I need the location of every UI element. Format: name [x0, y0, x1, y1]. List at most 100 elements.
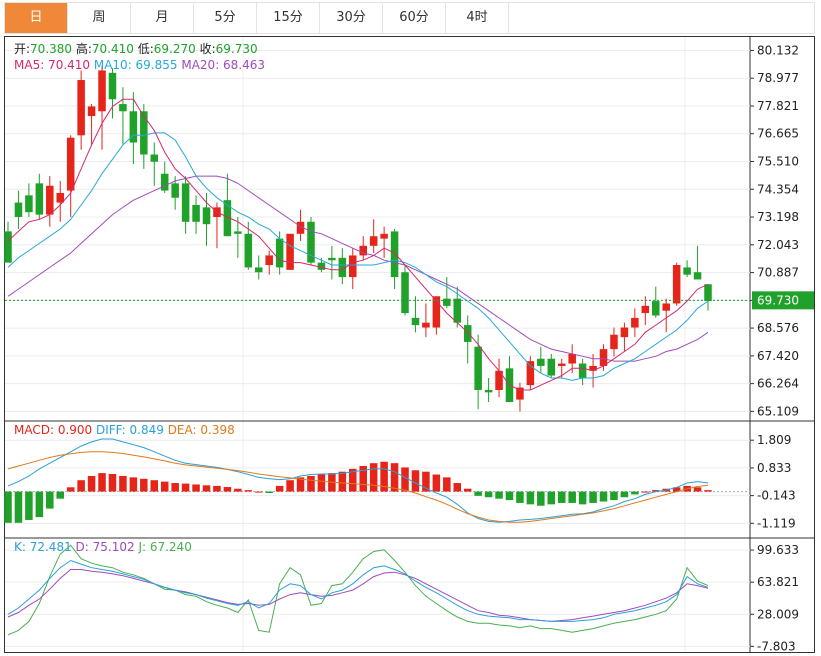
candle-body: [672, 265, 681, 304]
tab-3[interactable]: 5分: [194, 3, 257, 33]
macd-bar: [474, 491, 482, 496]
macd-bar: [150, 480, 159, 492]
candle-body: [202, 207, 211, 225]
macd-bar: [693, 487, 702, 492]
candle-body: [181, 183, 190, 222]
candle-body: [411, 317, 420, 326]
macd-bar: [202, 485, 211, 492]
ohlc-info: 开:70.380 高:70.410 低:69.270 收:69.730: [14, 41, 258, 56]
y-tick-label: 76.665: [757, 127, 799, 141]
macd-bar: [119, 475, 127, 492]
candle-body: [234, 231, 242, 234]
candle-body: [129, 111, 138, 143]
candle-body: [307, 221, 315, 263]
candle-body: [328, 257, 336, 261]
macd-bar: [66, 487, 75, 492]
macd-bar: [672, 487, 681, 492]
candle-body: [443, 298, 451, 306]
y-tick-label: 0.833: [757, 461, 791, 475]
candle-body: [683, 267, 691, 275]
candle-body: [578, 363, 587, 378]
y-tick-label: 63.821: [757, 575, 799, 589]
period-tabs: 日周月 5分 15分 30分 60分 4时: [4, 2, 815, 34]
tab-1[interactable]: 周: [68, 3, 131, 33]
y-tick-label: 73.198: [757, 210, 799, 224]
macd-bar: [213, 485, 221, 492]
candle-body: [631, 317, 639, 328]
tab-2[interactable]: 月: [131, 3, 194, 33]
ma20-line: [7, 175, 709, 362]
macd-bar: [547, 491, 556, 505]
candle-body: [599, 349, 608, 366]
candle-body: [589, 365, 597, 371]
candle-body: [244, 233, 253, 268]
macd-bar: [244, 490, 253, 492]
candle-body: [620, 327, 629, 338]
candle-body: [537, 358, 545, 366]
macd-bar: [317, 474, 326, 492]
macd-bar: [338, 471, 347, 492]
macd-bar: [275, 485, 284, 492]
macd-bar: [192, 484, 200, 492]
candle-body: [160, 173, 169, 191]
ma10-line: [7, 132, 709, 381]
macd-bar: [98, 473, 106, 492]
y-tick-label: 77.821: [757, 99, 799, 113]
tab-5[interactable]: 30分: [320, 3, 383, 33]
y-tick-label: -1.119: [757, 516, 796, 530]
macd-bar: [568, 491, 576, 503]
candle-body: [453, 298, 462, 323]
macd-bar: [599, 491, 608, 502]
candle-body: [432, 296, 441, 328]
candle-body: [98, 70, 106, 112]
macd-bar: [453, 483, 462, 492]
macd-bar: [463, 488, 472, 492]
macd-bar: [181, 483, 190, 492]
candle-body: [422, 322, 430, 328]
macd-bar: [369, 463, 378, 492]
candle-body: [35, 183, 44, 215]
candle-body: [14, 202, 23, 217]
candle-body: [704, 284, 712, 302]
macd-bar: [265, 491, 273, 493]
candle-body: [463, 325, 472, 342]
d-line: [7, 569, 709, 622]
chart-frame: [4, 36, 815, 653]
candle-body: [641, 305, 650, 314]
candle-body: [359, 245, 367, 256]
tab-0[interactable]: 日: [5, 3, 68, 33]
tab-6[interactable]: 60分: [383, 3, 446, 33]
candle-body: [693, 272, 702, 280]
macd-bar: [620, 491, 629, 498]
candle-body: [223, 200, 232, 237]
macd-legend: MACD: 0.900 DIFF: 0.849 DEA: 0.398: [14, 423, 235, 437]
macd-bar: [401, 467, 409, 492]
tab-7[interactable]: 4时: [446, 3, 509, 33]
kdj-legend: K: 72.481 D: 75.102 J: 67.240: [14, 540, 192, 554]
macd-bar: [411, 470, 420, 492]
candle-body: [401, 272, 409, 314]
macd-bar: [652, 490, 660, 492]
candle-body: [150, 154, 159, 162]
y-tick-label: 80.132: [757, 43, 799, 57]
macd-bar: [254, 491, 263, 493]
tab-4[interactable]: 15分: [257, 3, 320, 33]
y-tick-label: 65.109: [757, 404, 799, 418]
last-price-label: 69.730: [757, 293, 799, 307]
macd-bar: [171, 483, 179, 492]
candle-body: [56, 192, 64, 203]
macd-bar: [578, 491, 587, 505]
macd-bar: [631, 491, 639, 495]
candle-body: [25, 195, 33, 213]
y-tick-label: 66.264: [757, 377, 799, 391]
macd-bar: [380, 461, 388, 492]
macd-bar: [704, 490, 712, 492]
macd-bar: [35, 491, 44, 518]
candle-body: [474, 346, 482, 390]
candle-body: [265, 255, 273, 266]
macd-bar: [526, 491, 535, 505]
candle-body: [296, 221, 305, 234]
candle-body: [119, 104, 127, 112]
candle-body: [286, 233, 294, 270]
macd-bar: [25, 491, 33, 520]
